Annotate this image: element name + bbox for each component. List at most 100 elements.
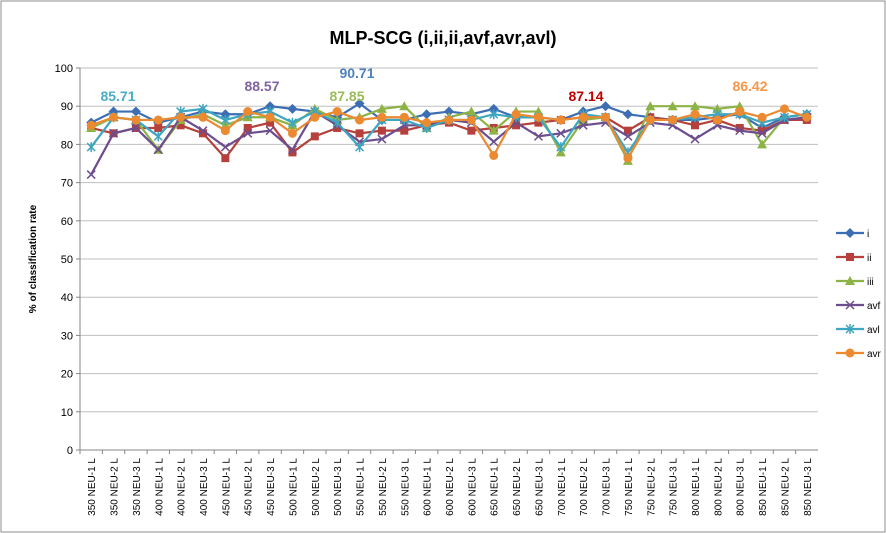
marker: [622, 109, 633, 120]
marker: [556, 128, 566, 138]
marker: [691, 121, 699, 130]
y-tick-label: 0: [67, 445, 73, 457]
marker: [668, 115, 678, 125]
x-tick-label: 350 NEU-2 L: [110, 458, 121, 516]
x-tick-label: 450 NEU-2 L: [244, 458, 255, 516]
marker: [467, 126, 476, 135]
marker: [86, 120, 96, 130]
marker: [266, 118, 275, 127]
marker: [623, 131, 633, 141]
y-tick-label: 30: [61, 330, 73, 342]
marker: [489, 137, 499, 147]
marker: [377, 134, 387, 144]
marker: [310, 112, 320, 122]
annotation: 87.85: [329, 88, 364, 104]
y-tick-label: 50: [61, 254, 73, 266]
marker: [243, 107, 253, 117]
marker: [332, 107, 342, 117]
legend-label: ii: [867, 253, 871, 264]
legend-label: i: [867, 229, 869, 240]
marker: [802, 112, 812, 122]
marker: [265, 126, 275, 136]
marker: [131, 123, 141, 133]
marker: [176, 112, 186, 122]
marker: [512, 121, 521, 130]
marker: [221, 154, 230, 163]
legend-label: avl: [867, 325, 880, 336]
marker: [533, 112, 543, 122]
marker: [578, 112, 588, 122]
marker: [421, 109, 432, 120]
marker: [130, 106, 141, 117]
x-tick-label: 850 NEU-1 L: [758, 458, 769, 516]
marker: [578, 120, 588, 130]
marker: [690, 109, 700, 119]
marker: [199, 129, 207, 138]
marker: [601, 112, 611, 122]
legend-label: avf: [867, 301, 881, 312]
y-tick-label: 100: [55, 63, 73, 75]
x-tick-label: 500 NEU-2 L: [311, 458, 322, 516]
marker: [556, 142, 566, 153]
annotation: 85.71: [100, 88, 135, 104]
y-tick-label: 90: [61, 101, 73, 113]
marker: [243, 123, 252, 132]
marker: [690, 134, 700, 144]
marker: [845, 348, 855, 358]
x-tick-label: 600 NEU-2 L: [445, 458, 456, 516]
legend-label: avr: [867, 349, 882, 360]
x-tick-label: 850 NEU-3 L: [803, 458, 814, 516]
marker: [376, 103, 387, 113]
x-tick-label: 350 NEU-1 L: [87, 458, 98, 516]
marker: [220, 114, 230, 125]
y-axis-label: % of classification rate: [28, 204, 39, 313]
marker: [377, 126, 386, 135]
annotation: 87.14: [568, 88, 603, 104]
marker: [735, 126, 745, 136]
marker: [399, 101, 410, 111]
x-tick-label: 350 NEU-3 L: [132, 458, 143, 516]
x-tick-label: 800 NEU-2 L: [713, 458, 724, 516]
marker: [533, 106, 544, 116]
marker: [623, 153, 633, 163]
x-tick-label: 750 NEU-2 L: [646, 458, 657, 516]
y-tick-label: 60: [61, 216, 73, 228]
x-tick-label: 500 NEU-3 L: [333, 458, 344, 516]
marker: [422, 118, 432, 128]
marker: [600, 101, 611, 112]
marker: [735, 123, 744, 132]
y-tick-label: 10: [61, 407, 73, 419]
marker: [757, 112, 767, 122]
annotation: 90.71: [339, 65, 374, 81]
marker: [287, 128, 297, 138]
marker: [534, 118, 543, 127]
x-tick-label: 850 NEU-2 L: [780, 458, 791, 516]
marker: [287, 103, 298, 114]
marker: [287, 117, 297, 128]
marker: [489, 109, 499, 120]
x-tick-label: 450 NEU-3 L: [266, 458, 277, 516]
marker: [712, 115, 722, 125]
marker: [332, 117, 342, 128]
marker: [444, 115, 454, 125]
x-tick-label: 650 NEU-2 L: [512, 458, 523, 516]
marker: [355, 129, 364, 138]
marker: [779, 104, 789, 114]
y-tick-label: 70: [61, 178, 73, 190]
x-tick-label: 700 NEU-1 L: [557, 458, 568, 516]
x-tick-label: 550 NEU-2 L: [378, 458, 389, 516]
x-tick-label: 400 NEU-2 L: [177, 458, 188, 516]
marker: [845, 300, 855, 310]
marker: [400, 126, 409, 135]
marker: [645, 115, 655, 125]
marker: [153, 145, 163, 155]
marker: [377, 112, 387, 122]
x-tick-label: 600 NEU-1 L: [423, 458, 434, 516]
marker: [845, 276, 855, 285]
marker: [845, 228, 855, 238]
marker: [109, 128, 119, 138]
marker: [779, 112, 789, 123]
marker: [846, 253, 854, 261]
y-tick-label: 40: [61, 292, 73, 304]
marker: [757, 139, 768, 149]
